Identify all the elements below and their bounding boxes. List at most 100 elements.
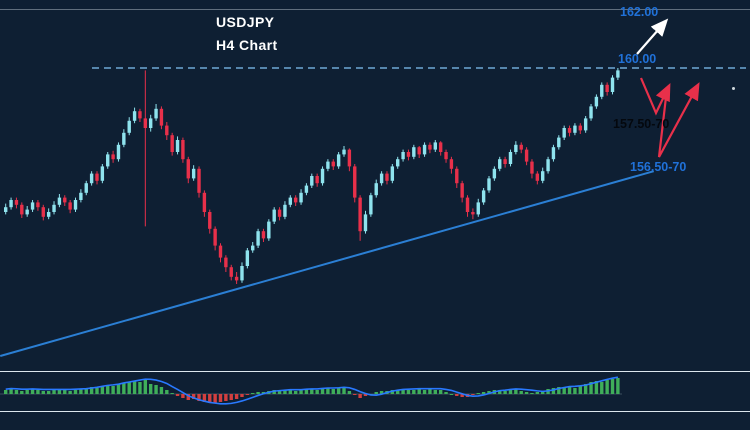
candle-body — [202, 192, 207, 212]
cursor-dot — [732, 87, 735, 90]
candle-body — [9, 200, 13, 208]
candle-body — [41, 207, 45, 217]
indicator-histogram-bar — [476, 393, 480, 394]
candle-body — [240, 266, 244, 281]
indicator-histogram-bar — [251, 393, 255, 394]
candle-body — [455, 168, 459, 184]
indicator-histogram-bar — [530, 393, 534, 394]
candle-body — [567, 128, 572, 133]
candle-body — [272, 209, 276, 222]
chart-title-block: USDJPY H4 Chart — [216, 11, 278, 57]
indicator-histogram-bar — [25, 390, 29, 394]
indicator-histogram-bar — [320, 389, 325, 394]
candle-body — [148, 118, 153, 128]
candle-body — [111, 154, 115, 160]
candle-body — [267, 221, 271, 239]
candle-body — [342, 149, 346, 155]
candle-body — [385, 173, 389, 181]
candle-body — [498, 159, 502, 169]
candle-body — [401, 152, 405, 160]
candle-body — [208, 212, 212, 229]
candle-body — [213, 228, 217, 246]
candle-body — [557, 137, 561, 148]
indicator-histogram-bar — [573, 388, 577, 394]
candle-body — [524, 149, 529, 162]
candle-body — [25, 209, 29, 215]
candle-body — [583, 118, 588, 131]
indicator-histogram-bar — [213, 394, 217, 403]
candle-body — [390, 166, 395, 181]
indicator-histogram-bar — [498, 390, 502, 394]
candle-body — [326, 161, 330, 169]
indicator-histogram-bar — [396, 390, 400, 394]
candle-body — [293, 197, 298, 203]
trendline[interactable] — [0, 170, 655, 357]
indicator-histogram-bar — [116, 384, 121, 394]
candle-body — [224, 257, 228, 268]
top-separator-line — [0, 9, 750, 10]
indicator-histogram-bar — [428, 389, 432, 394]
indicator-histogram-bar — [63, 390, 67, 394]
candle-body — [460, 183, 464, 198]
indicator-histogram-bar — [342, 388, 346, 394]
candle-body — [251, 245, 255, 251]
indicator-histogram-bar — [175, 394, 180, 396]
candle-body — [277, 209, 282, 217]
indicator-histogram-bar — [557, 387, 561, 394]
candle-body — [52, 204, 56, 212]
indicator-histogram-bar — [52, 390, 56, 394]
indicator-histogram-bar — [197, 394, 201, 401]
indicator-histogram-bar — [594, 381, 599, 394]
indicator-histogram-bar — [326, 388, 330, 394]
candle-body — [600, 84, 604, 97]
candle-body — [186, 159, 190, 179]
candle-body — [541, 171, 545, 181]
indicator-histogram-bar — [68, 391, 72, 394]
candle-body — [181, 140, 185, 160]
indicator-histogram-bar — [417, 389, 421, 394]
indicator-histogram-bar — [358, 394, 362, 398]
candle-body — [283, 204, 287, 217]
candle-body — [331, 161, 335, 167]
indicator-histogram-bar — [122, 383, 126, 394]
indicator-histogram-bar — [379, 391, 384, 394]
candle-body — [73, 200, 78, 210]
indicator-histogram-bar — [138, 382, 142, 394]
candle-body — [610, 77, 615, 92]
indicator-histogram-bar — [57, 389, 62, 394]
indicator-histogram-bar — [218, 394, 223, 402]
indicator-histogram-bar — [589, 382, 593, 394]
indicator-histogram-bar — [272, 390, 276, 394]
candle-body — [315, 176, 319, 184]
indicator-histogram-bar — [283, 390, 287, 394]
indicator-histogram-bar — [4, 390, 8, 394]
indicator-histogram-bar — [159, 387, 164, 394]
indicator-histogram-bar — [562, 388, 566, 394]
indicator-histogram-bar — [336, 388, 341, 394]
candle-body — [127, 120, 131, 133]
indicator-histogram-bar — [347, 391, 352, 394]
indicator-histogram-bar — [444, 392, 448, 394]
indicator-histogram-bar — [202, 394, 207, 402]
indicator-histogram-bar — [315, 390, 319, 394]
indicator-histogram-bar — [503, 391, 507, 394]
indicator-histogram-bar — [95, 388, 99, 394]
candle-body — [514, 144, 518, 152]
indicator-histogram-bar — [106, 385, 110, 394]
indicator-histogram-bar — [401, 389, 405, 394]
candle-body — [320, 168, 325, 184]
indicator-histogram-bar — [181, 394, 185, 398]
candle-body — [396, 159, 400, 167]
indicator-histogram-bar — [208, 394, 212, 403]
indicator-histogram-bar — [471, 394, 475, 395]
candle-body — [288, 197, 293, 205]
candle-body — [132, 111, 137, 121]
candle-body — [363, 214, 368, 232]
symbol-title: USDJPY — [216, 14, 275, 30]
indicator-histogram-bar — [127, 382, 131, 394]
indicator-histogram-bar — [20, 391, 24, 394]
candle-body — [63, 197, 67, 203]
indicator-histogram-bar — [567, 387, 572, 394]
